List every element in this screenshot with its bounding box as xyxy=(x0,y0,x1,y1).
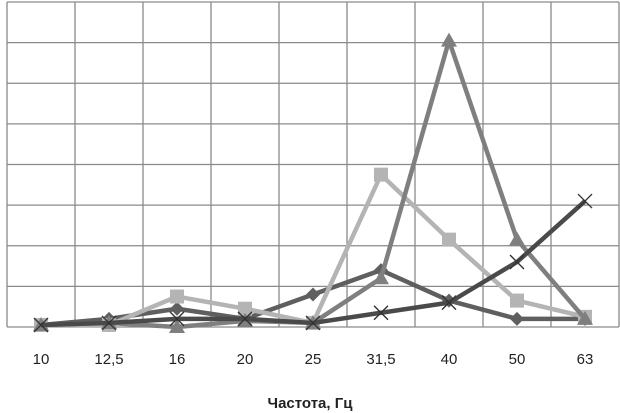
data-point-square xyxy=(510,293,524,308)
series-cross xyxy=(33,193,593,333)
data-point-triangle xyxy=(509,231,525,246)
x-tick-label: 16 xyxy=(169,351,186,368)
data-point-square xyxy=(442,232,456,247)
data-point-cross xyxy=(577,193,593,209)
data-point-diamond xyxy=(306,287,320,302)
x-tick-label: 31,5 xyxy=(366,351,395,368)
data-point-square xyxy=(238,301,252,316)
series-cross-line xyxy=(40,199,587,328)
grid xyxy=(6,1,620,328)
data-point-cross xyxy=(509,254,525,270)
data-point-triangle xyxy=(373,270,389,285)
x-tick-label: 50 xyxy=(509,351,526,368)
data-point-cross xyxy=(169,311,185,327)
data-point-cross xyxy=(441,295,457,311)
series-square xyxy=(34,167,592,332)
data-point-cross xyxy=(33,317,49,333)
data-point-triangle xyxy=(441,32,457,47)
x-tick-label: 25 xyxy=(305,351,322,368)
x-tick-label: 20 xyxy=(237,351,254,368)
x-tick-label: 40 xyxy=(441,351,458,368)
x-tick-label: 63 xyxy=(577,351,594,368)
x-tick-label: 12,5 xyxy=(94,351,123,368)
data-point-triangle xyxy=(169,319,185,333)
x-axis-label: Частота, Гц xyxy=(268,395,354,412)
data-point-cross xyxy=(305,315,321,331)
x-tick-labels: 10 12,5 16 20 25 31,5 40 50 63 xyxy=(33,351,594,368)
data-point-cross xyxy=(373,305,389,321)
data-point-triangle xyxy=(577,310,593,325)
data-point-cross xyxy=(101,315,117,331)
data-point-square xyxy=(374,167,388,182)
data-point-diamond xyxy=(510,311,524,326)
data-point-cross xyxy=(237,311,253,327)
data-point-diamond xyxy=(170,301,184,316)
x-tick-label: 10 xyxy=(33,351,50,368)
series-lines xyxy=(33,32,593,333)
data-point-square xyxy=(170,289,184,304)
